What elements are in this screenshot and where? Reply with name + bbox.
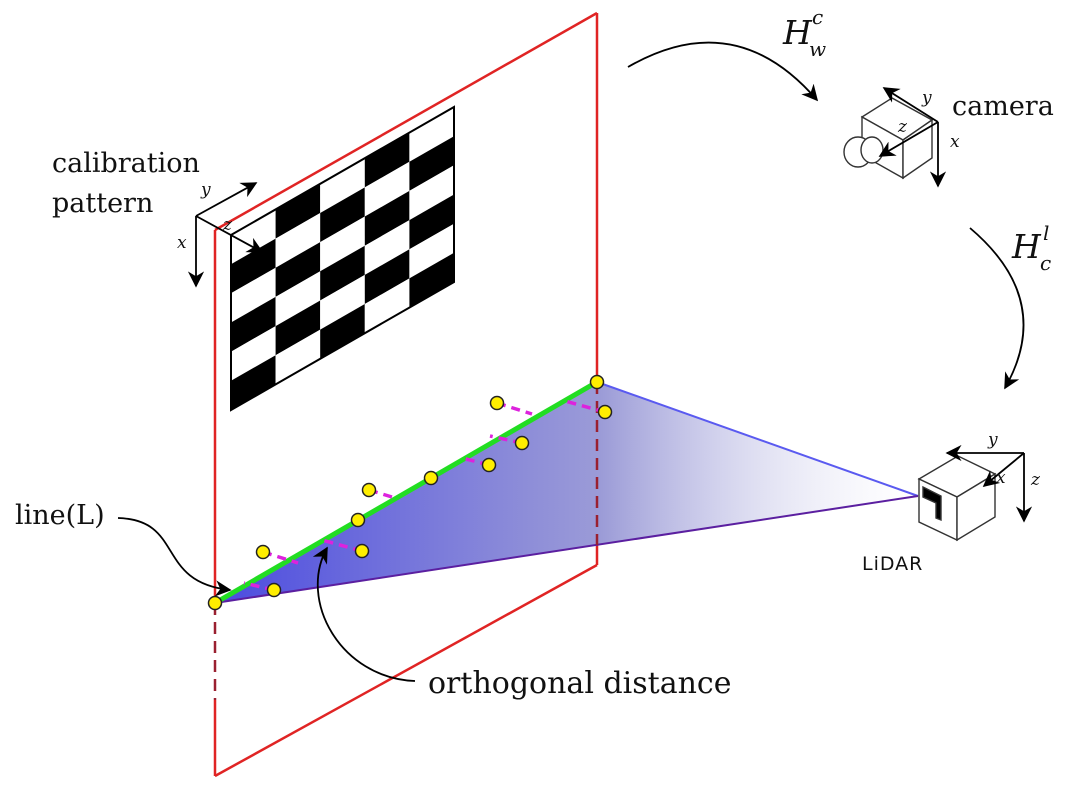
checker-cell	[409, 107, 454, 162]
world-to-camera-sub: w	[809, 37, 826, 61]
lidar-point	[489, 395, 505, 411]
lidar-point	[597, 404, 613, 420]
orthogonal-distance-leader-arrow	[312, 546, 416, 682]
checker-cell	[275, 329, 321, 385]
lidar-aperture	[922, 485, 942, 522]
camera-to-lidar-arrow	[969, 227, 1025, 390]
checker-cell	[364, 220, 410, 275]
lidar-z-label: z	[1030, 470, 1041, 490]
pattern-y-axis	[195, 182, 258, 217]
world-to-camera-arrow	[627, 41, 819, 102]
camera-to-lidar-sub: c	[1040, 251, 1051, 275]
checker-cell	[231, 267, 276, 323]
calibration-pattern	[230, 105, 455, 412]
lidar-point	[423, 470, 439, 486]
checker-cell	[231, 355, 276, 410]
lidar-point	[207, 595, 223, 611]
checker-cell	[320, 245, 365, 301]
scan-fan-upper-edge	[596, 381, 919, 497]
plane-top-edge	[214, 11, 598, 232]
checker-cell	[275, 242, 321, 297]
world-to-camera-base: H	[782, 13, 813, 52]
pattern-z-label: z	[222, 215, 233, 235]
checker-cell	[231, 209, 276, 265]
lidar-point	[266, 582, 282, 598]
calibration-plane	[213, 11, 599, 603]
line-l-label: line(L)	[15, 500, 105, 531]
checker-cell	[231, 296, 276, 352]
camera-z-label: z	[897, 117, 908, 137]
lidar-body-side	[956, 472, 996, 542]
checker-cell	[320, 274, 365, 330]
checker-cell	[409, 223, 454, 279]
camera-to-lidar-label: H l c	[1011, 221, 1051, 275]
checker-cell	[320, 216, 365, 272]
checker-cell	[364, 278, 410, 334]
checker-cell	[364, 190, 410, 246]
checker-cell	[320, 304, 365, 359]
pattern-x-label: x	[177, 233, 187, 253]
pattern-y-label: y	[200, 180, 211, 200]
checker-cell	[231, 326, 276, 381]
pattern-axes	[187, 182, 264, 288]
checker-cell	[275, 271, 321, 327]
checker-cell	[364, 249, 410, 304]
calibration-pattern-label-line1: calibration	[52, 148, 200, 179]
line-l-leader-arrow	[117, 517, 232, 597]
camera-z-axis	[878, 121, 939, 157]
checker-border	[230, 105, 455, 412]
checker-cell	[364, 161, 410, 217]
fitted-line-l	[213, 379, 599, 606]
lidar-points	[207, 374, 613, 611]
checker-cell	[275, 213, 321, 268]
checker-cell	[320, 158, 365, 213]
camera-to-lidar-sup: l	[1043, 221, 1049, 245]
checker-cell	[364, 132, 410, 188]
lidar-point	[350, 512, 366, 528]
world-to-camera-sup: c	[812, 5, 823, 29]
lidar-point	[361, 482, 377, 498]
lidar-point	[354, 543, 370, 559]
plane-bottom-edge	[214, 563, 598, 778]
checker-cell	[409, 165, 454, 221]
orthogonal-distance-label: orthogonal distance	[428, 666, 731, 701]
checker-cell	[275, 300, 321, 356]
lidar-point	[255, 544, 271, 560]
lidar-x-axis	[982, 452, 1025, 488]
checker-cell	[275, 183, 321, 239]
camera-axes	[878, 87, 947, 188]
lidar-y-label: y	[987, 430, 998, 450]
lidar-icon	[917, 455, 997, 542]
camera-lens-rim	[860, 136, 884, 164]
lidar-x-label: x	[996, 468, 1006, 488]
world-to-camera-label: H c w	[782, 5, 826, 61]
lidar-axes	[945, 444, 1033, 523]
checker-cell	[409, 136, 454, 191]
camera-to-lidar-base: H	[1011, 227, 1042, 266]
camera-label: camera	[952, 91, 1054, 122]
camera-x-label: x	[950, 132, 960, 152]
lidar-scan-fan	[215, 382, 918, 603]
pattern-z-axis	[195, 215, 264, 253]
lidar-point	[481, 457, 497, 473]
lidar-point	[514, 435, 530, 451]
camera-y-axis	[882, 87, 939, 123]
checker-cell	[409, 194, 454, 250]
lidar-point	[589, 374, 605, 390]
camera-body-side	[902, 118, 933, 180]
checker-cell	[231, 238, 276, 294]
calibration-pattern-label-line2: pattern	[52, 188, 153, 219]
camera-y-label: y	[921, 88, 932, 108]
lidar-label: LiDAR	[862, 553, 923, 575]
checker-cell	[320, 187, 365, 243]
checker-cell	[409, 252, 454, 308]
scan-fan-lower-edge	[214, 495, 919, 604]
